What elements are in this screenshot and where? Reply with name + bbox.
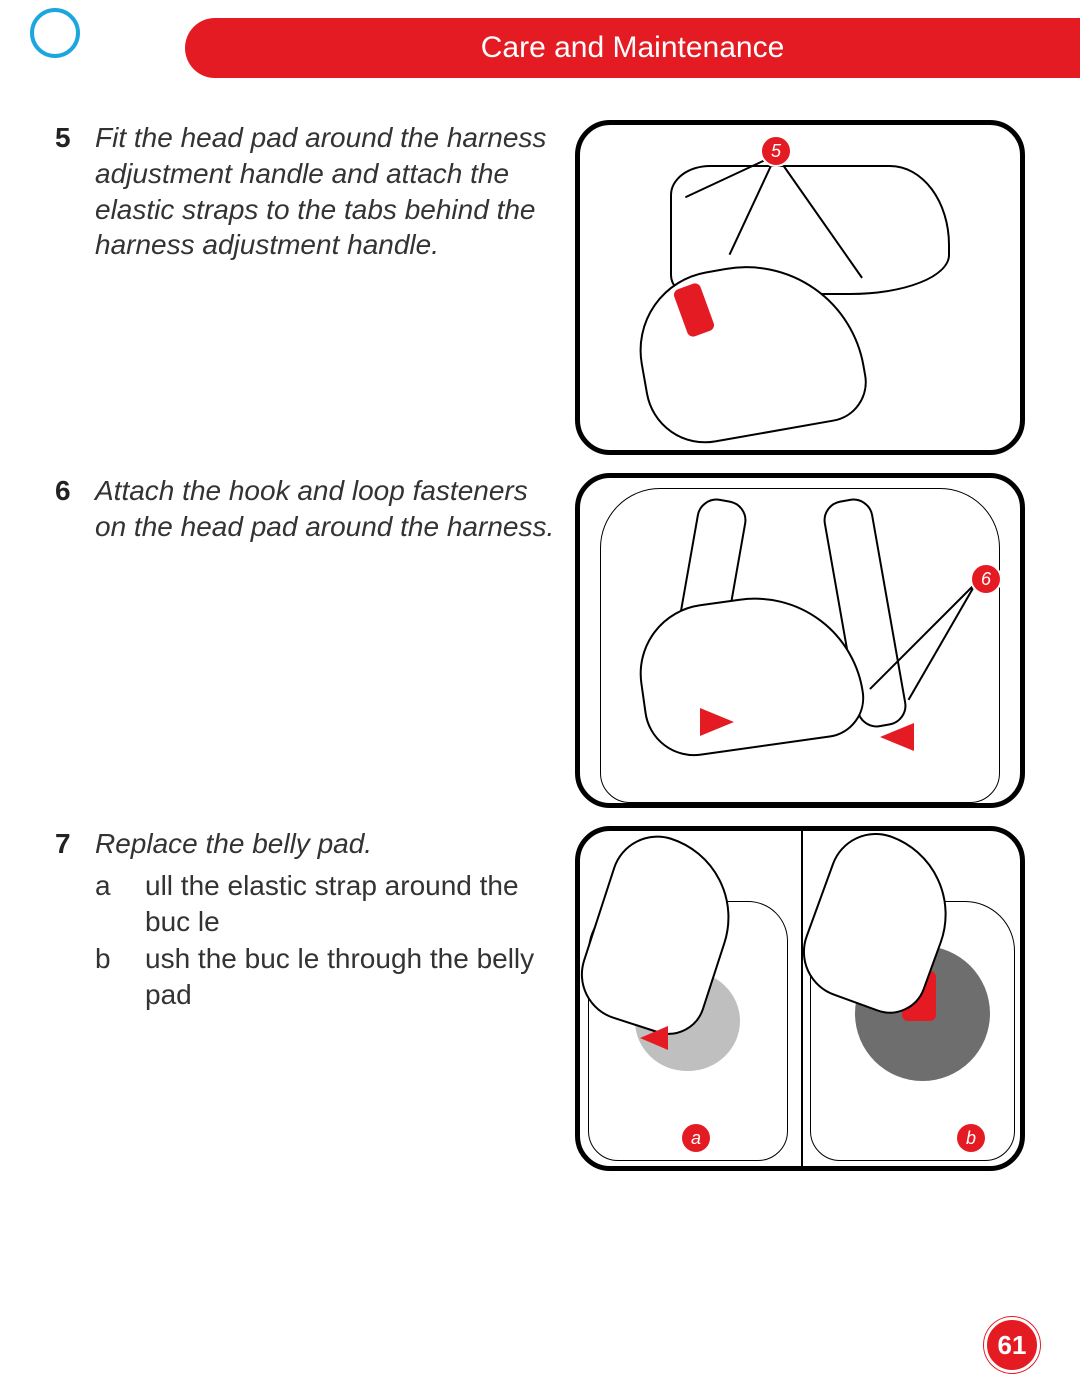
section-title: Care and Maintenance	[481, 31, 785, 65]
step-5-badge: 5	[760, 135, 792, 167]
step-7-sub-b: b ush the buc le through the belly pad	[95, 941, 555, 1013]
step-7-text: Replace the belly pad. a ull the elastic…	[95, 826, 575, 1013]
step-7-sub-a-letter: a	[95, 868, 145, 940]
step-7-sub-a: a ull the elastic strap around the buc l…	[95, 868, 555, 940]
step-7-sub-b-letter: b	[95, 941, 145, 1013]
step-5-row: 5 Fit the head pad around the harness ad…	[55, 120, 1025, 455]
page-content: 5 Fit the head pad around the harness ad…	[55, 120, 1025, 1397]
step-6-row: 6 Attach the hook and loop fasteners on …	[55, 473, 1025, 808]
step-7-illustration: a b	[575, 826, 1025, 1171]
section-header: Care and Maintenance	[185, 18, 1080, 78]
step-7-number: 7	[55, 826, 95, 861]
step-7-badge-a: a	[680, 1122, 712, 1154]
step-7-badge-a-label: a	[691, 1128, 701, 1149]
page-number: 61	[998, 1330, 1027, 1361]
decorative-circle	[30, 8, 80, 58]
step-6-text: Attach the hook and loop fasteners on th…	[95, 473, 575, 545]
step-7-sub-b-text: ush the buc le through the belly pad	[145, 941, 555, 1013]
step-7-row: 7 Replace the belly pad. a ull the elast…	[55, 826, 1025, 1171]
step-6-badge-label: 6	[981, 569, 991, 590]
step-5-number: 5	[55, 120, 95, 155]
step-5-text: Fit the head pad around the harness adju…	[95, 120, 575, 263]
step-7-badge-b-label: b	[966, 1128, 976, 1149]
step-5-illustration: 5	[575, 120, 1025, 455]
step-7-main-text: Replace the belly pad.	[95, 828, 372, 859]
step-7-sublist: a ull the elastic strap around the buc l…	[95, 868, 555, 1013]
step-5-badge-label: 5	[771, 141, 781, 162]
step-6-badge: 6	[970, 563, 1002, 595]
step-7-sub-a-text: ull the elastic strap around the buc le	[145, 868, 555, 940]
step-6-illustration: 6	[575, 473, 1025, 808]
step-6-number: 6	[55, 473, 95, 508]
step-7-badge-b: b	[955, 1122, 987, 1154]
page-number-badge: 61	[984, 1317, 1040, 1373]
